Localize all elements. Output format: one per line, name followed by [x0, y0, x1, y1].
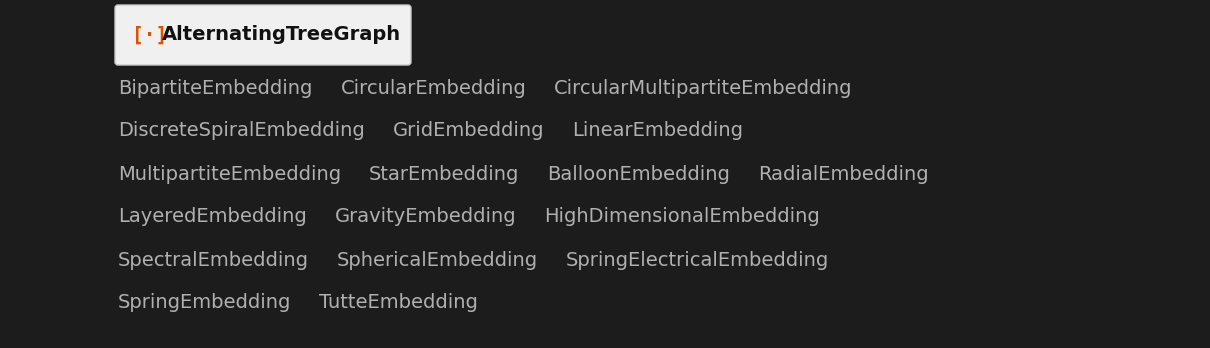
Text: [·]: [·] — [132, 25, 167, 45]
Text: SpectralEmbedding: SpectralEmbedding — [119, 251, 309, 269]
Text: AlternatingTreeGraph: AlternatingTreeGraph — [162, 25, 402, 45]
FancyBboxPatch shape — [115, 5, 411, 65]
Text: HighDimensionalEmbedding: HighDimensionalEmbedding — [544, 207, 820, 227]
Text: RadialEmbedding: RadialEmbedding — [759, 165, 929, 183]
Text: BalloonEmbedding: BalloonEmbedding — [547, 165, 731, 183]
Text: TutteEmbedding: TutteEmbedding — [319, 293, 478, 313]
Text: MultipartiteEmbedding: MultipartiteEmbedding — [119, 165, 341, 183]
Text: SphericalEmbedding: SphericalEmbedding — [338, 251, 538, 269]
Text: BipartiteEmbedding: BipartiteEmbedding — [119, 79, 312, 97]
Text: LinearEmbedding: LinearEmbedding — [572, 121, 743, 141]
Text: DiscreteSpiralEmbedding: DiscreteSpiralEmbedding — [119, 121, 364, 141]
Text: SpringEmbedding: SpringEmbedding — [119, 293, 292, 313]
Text: StarEmbedding: StarEmbedding — [369, 165, 519, 183]
Text: GridEmbedding: GridEmbedding — [393, 121, 544, 141]
Text: CircularEmbedding: CircularEmbedding — [340, 79, 526, 97]
Text: CircularMultipartiteEmbedding: CircularMultipartiteEmbedding — [554, 79, 853, 97]
Text: LayeredEmbedding: LayeredEmbedding — [119, 207, 307, 227]
Text: SpringElectricalEmbedding: SpringElectricalEmbedding — [566, 251, 829, 269]
Text: GravityEmbedding: GravityEmbedding — [335, 207, 517, 227]
